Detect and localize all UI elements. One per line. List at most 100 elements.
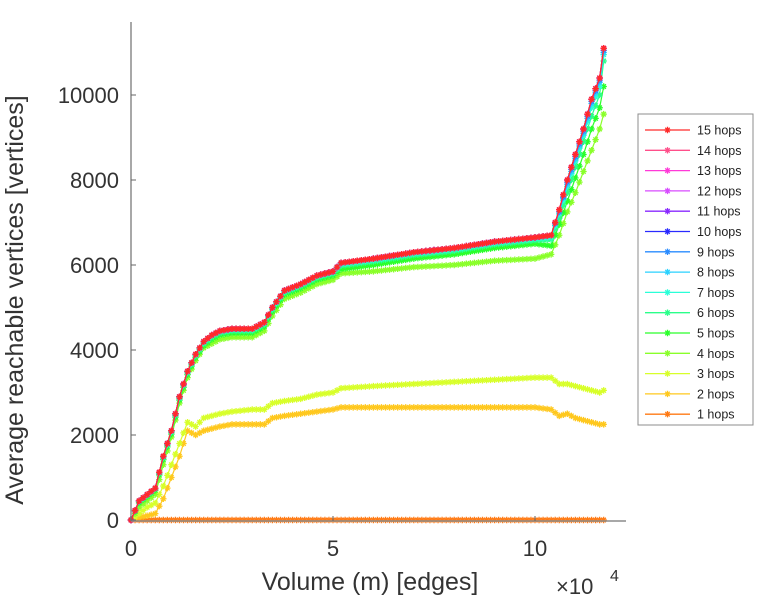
data-point (410, 263, 417, 271)
data-point (164, 440, 171, 447)
legend-entry: 9 hops (645, 245, 735, 259)
legend-entry: 6 hops (645, 306, 735, 320)
data-point (305, 393, 312, 400)
y-tick-label: 0 (107, 508, 119, 533)
x-tick-label: 5 (327, 536, 339, 561)
data-point (273, 399, 280, 406)
data-point (261, 421, 268, 428)
series-line (130, 48, 605, 521)
data-point (309, 283, 316, 290)
data-point (434, 246, 442, 253)
data-point (398, 381, 405, 388)
data-point (406, 381, 413, 388)
legend-label: 5 hops (697, 327, 735, 341)
data-point (446, 262, 454, 269)
data-point (156, 468, 163, 476)
data-point (515, 242, 523, 249)
data-point (531, 234, 539, 241)
data-point (483, 246, 490, 253)
data-point (281, 397, 288, 405)
data-point (507, 256, 514, 264)
data-point (366, 262, 373, 269)
data-point (390, 404, 397, 411)
data-point (358, 404, 365, 411)
data-point (556, 516, 563, 524)
legend-marker-icon (664, 248, 671, 255)
y-tick-label: 2000 (70, 423, 119, 448)
data-point (228, 325, 236, 332)
data-point (224, 516, 232, 524)
data-point (176, 453, 183, 460)
data-point (253, 406, 260, 413)
data-point (257, 516, 264, 524)
series-13-hops (127, 45, 607, 524)
data-point (366, 516, 373, 524)
data-point (499, 404, 506, 411)
data-point (418, 404, 426, 411)
data-point (523, 255, 531, 263)
series-line (130, 52, 605, 521)
data-point (196, 419, 203, 426)
data-point (572, 164, 579, 171)
data-point (160, 482, 167, 490)
data-point (438, 252, 446, 259)
data-point (572, 174, 579, 182)
data-point (584, 125, 591, 133)
data-point (329, 276, 337, 284)
data-point (588, 516, 595, 524)
legend-marker-icon (664, 411, 671, 418)
legend-marker-icon (664, 309, 671, 316)
data-point (386, 516, 393, 524)
series-14-hops (127, 45, 607, 524)
data-point (240, 325, 248, 332)
data-point (297, 410, 304, 417)
data-point (455, 378, 462, 385)
data-point (313, 516, 321, 524)
data-point (430, 516, 438, 524)
data-point (135, 497, 143, 505)
legend-label: 6 hops (697, 306, 735, 320)
data-point (277, 292, 284, 300)
legend-marker-icon (664, 390, 671, 398)
data-point (143, 491, 151, 498)
data-point (313, 280, 321, 288)
data-point (410, 380, 417, 388)
legend-label: 9 hops (697, 245, 735, 259)
data-point (442, 262, 450, 269)
data-point (362, 383, 369, 390)
data-point (370, 404, 377, 411)
series-8-hops (127, 49, 607, 524)
legend-entry: 2 hops (645, 387, 735, 401)
data-point (487, 239, 494, 246)
data-point (390, 258, 397, 266)
data-point (463, 378, 470, 385)
data-point (204, 426, 211, 433)
data-point (507, 516, 514, 524)
data-point (568, 516, 575, 524)
data-point (156, 502, 163, 510)
data-point (446, 251, 454, 258)
data-point (455, 261, 462, 268)
legend-label: 2 hops (697, 387, 735, 401)
data-point (220, 409, 228, 417)
legend-box (637, 113, 754, 426)
data-point (580, 125, 587, 133)
data-point (487, 245, 494, 252)
data-point (564, 208, 571, 216)
data-point (499, 376, 506, 383)
data-point (301, 410, 308, 417)
data-point (293, 396, 300, 403)
data-point (354, 404, 361, 411)
data-point (576, 383, 583, 391)
data-point (507, 243, 514, 250)
data-point (426, 253, 434, 261)
legend-marker-icon (664, 228, 671, 235)
data-point (208, 331, 215, 339)
data-point (148, 488, 155, 495)
data-point (261, 516, 268, 524)
data-point (240, 421, 248, 428)
data-point (333, 405, 341, 412)
data-point (156, 491, 163, 498)
data-point (426, 404, 434, 411)
data-point (317, 516, 325, 524)
